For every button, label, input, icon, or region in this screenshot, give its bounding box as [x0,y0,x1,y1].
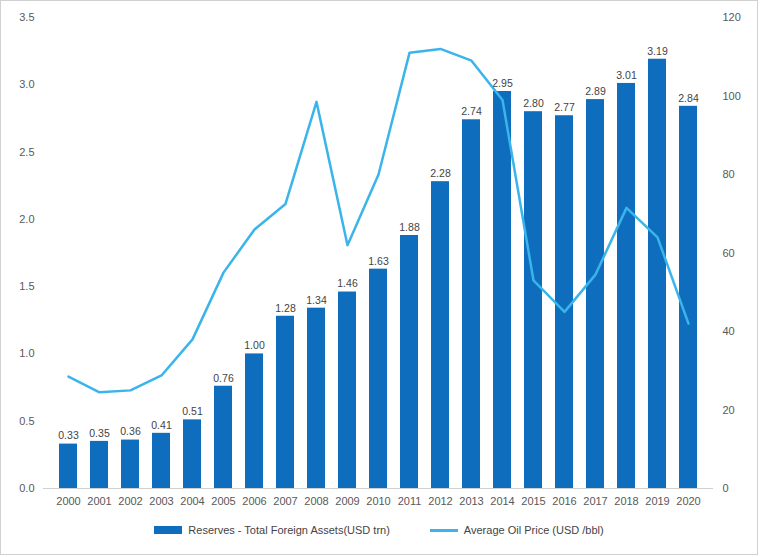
svg-text:0.35: 0.35 [89,427,110,439]
svg-text:2000: 2000 [56,495,80,507]
svg-text:2012: 2012 [428,495,452,507]
svg-text:2009: 2009 [335,495,359,507]
svg-text:1.0: 1.0 [19,347,34,359]
svg-text:1.34: 1.34 [306,294,327,306]
svg-text:2005: 2005 [211,495,235,507]
svg-text:2002: 2002 [118,495,142,507]
svg-text:1.28: 1.28 [275,302,296,314]
svg-text:2014: 2014 [490,495,514,507]
svg-text:2.80: 2.80 [523,97,544,109]
svg-text:0.0: 0.0 [19,482,34,494]
svg-text:0.33: 0.33 [58,429,79,441]
svg-text:2.84: 2.84 [678,92,699,104]
svg-text:2.95: 2.95 [492,77,513,89]
svg-text:1.46: 1.46 [337,277,358,289]
svg-text:2006: 2006 [242,495,266,507]
svg-text:3.5: 3.5 [19,11,34,23]
svg-text:2001: 2001 [87,495,111,507]
svg-text:2010: 2010 [366,495,390,507]
html-text:Average Oil Price (USD /bbl): Average Oil Price (USD /bbl) [463,524,604,536]
svg-text:0.76: 0.76 [213,372,234,384]
svg-text:3.0: 3.0 [19,78,34,90]
svg-text:2016: 2016 [552,495,576,507]
svg-text:2.0: 2.0 [19,213,34,225]
svg-text:3.01: 3.01 [616,69,637,81]
svg-text:1.88: 1.88 [399,221,420,233]
svg-text:1.5: 1.5 [19,280,34,292]
svg-text:2.77: 2.77 [554,101,575,113]
svg-text:1.00: 1.00 [244,339,265,351]
svg-text:2018: 2018 [614,495,638,507]
svg-text:0.41: 0.41 [151,419,172,431]
svg-text:2011: 2011 [398,495,422,507]
svg-text:2019: 2019 [645,495,669,507]
svg-text:100: 100 [723,90,741,102]
svg-text:3.19: 3.19 [647,45,668,57]
svg-text:2.74: 2.74 [461,105,482,117]
svg-text:2020: 2020 [676,495,700,507]
svg-text:0: 0 [723,482,729,494]
svg-text:0.36: 0.36 [120,425,141,437]
svg-text:2004: 2004 [180,495,204,507]
svg-text:0.51: 0.51 [182,405,203,417]
svg-text:40: 40 [723,325,735,337]
svg-text:60: 60 [723,247,735,259]
svg-text:120: 120 [723,11,741,23]
html-text:Reserves - Total Foreign Asset: Reserves - Total Foreign Assets(USD trn) [188,524,390,536]
svg-text:2003: 2003 [149,495,173,507]
svg-text:2017: 2017 [583,495,607,507]
svg-text:2007: 2007 [273,495,297,507]
svg-text:2.5: 2.5 [19,146,34,158]
svg-text:80: 80 [723,168,735,180]
svg-text:2008: 2008 [304,495,328,507]
svg-text:0.5: 0.5 [19,415,34,427]
svg-text:1.63: 1.63 [368,255,389,267]
svg-text:2.28: 2.28 [430,167,451,179]
svg-text:2.89: 2.89 [585,85,606,97]
svg-text:20: 20 [723,404,735,416]
svg-text:2015: 2015 [521,495,545,507]
svg-text:2013: 2013 [459,495,483,507]
